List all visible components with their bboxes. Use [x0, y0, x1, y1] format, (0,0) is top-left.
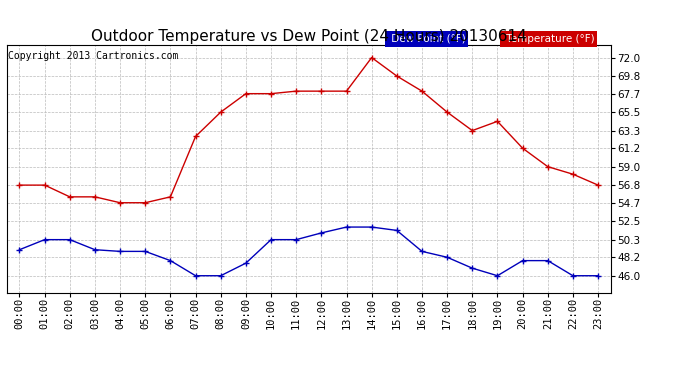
Text: Temperature (°F): Temperature (°F) — [502, 34, 594, 44]
Title: Outdoor Temperature vs Dew Point (24 Hours) 20130614: Outdoor Temperature vs Dew Point (24 Hou… — [91, 29, 526, 44]
Text: Dew Point (°F): Dew Point (°F) — [388, 34, 466, 44]
Text: Copyright 2013 Cartronics.com: Copyright 2013 Cartronics.com — [8, 51, 179, 61]
